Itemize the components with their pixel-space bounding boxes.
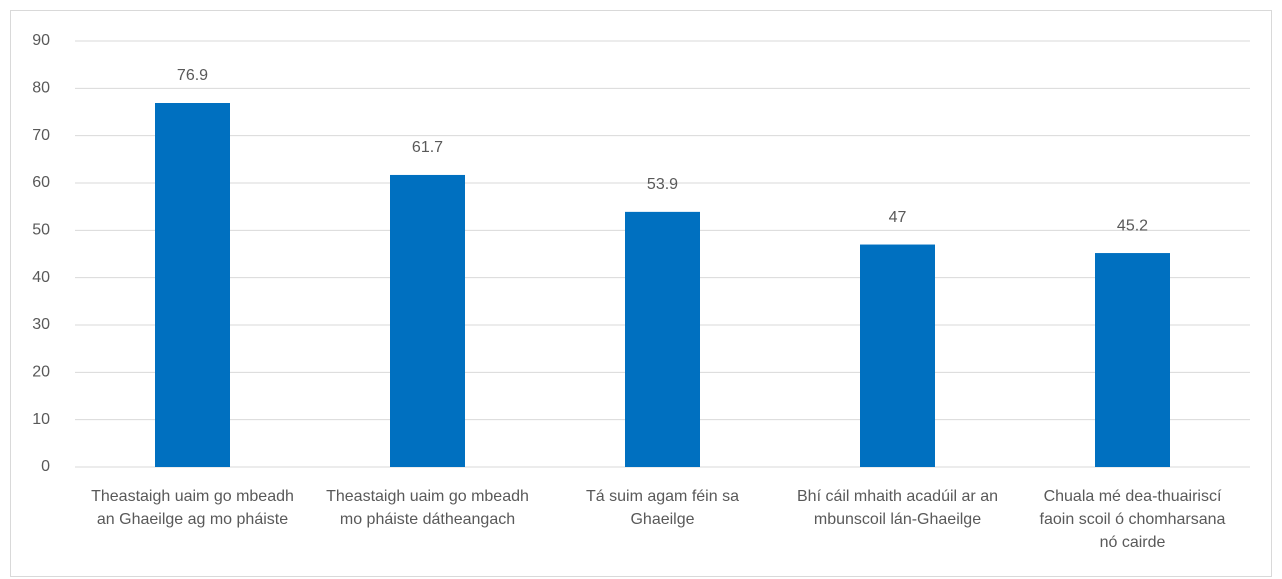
y-tick-label: 80 [32,80,50,97]
y-tick-label: 90 [32,32,50,49]
bar [625,211,700,467]
bar [1095,253,1170,467]
x-tick-label: Tá suim agam féin sa Ghaeilge [586,488,739,528]
data-label: 76.9 [177,67,208,84]
x-tick-label: Chuala mé dea-thuairiscí faoin scoil ó c… [1039,488,1226,551]
x-tick-label: Theastaigh uaim go mbeadh mo pháiste dát… [326,488,529,528]
data-label: 61.7 [412,139,443,156]
y-tick-label: 0 [41,458,50,475]
data-label: 53.9 [647,176,678,193]
x-tick-label: Theastaigh uaim go mbeadh an Ghaeilge ag… [91,488,294,528]
data-label: 45.2 [1117,217,1148,234]
y-tick-label: 20 [32,364,50,381]
y-tick-label: 70 [32,127,50,144]
bar [860,244,935,467]
y-tick-label: 50 [32,222,50,239]
y-tick-label: 30 [32,316,50,333]
chart-border [10,10,1272,577]
y-tick-label: 10 [32,411,50,428]
x-tick-label: Bhí cáil mhaith acadúil ar an mbunscoil … [797,488,998,528]
bar [390,174,465,467]
bar [155,103,230,468]
data-label: 47 [889,209,907,226]
y-tick-label: 60 [32,174,50,191]
y-tick-label: 40 [32,269,50,286]
